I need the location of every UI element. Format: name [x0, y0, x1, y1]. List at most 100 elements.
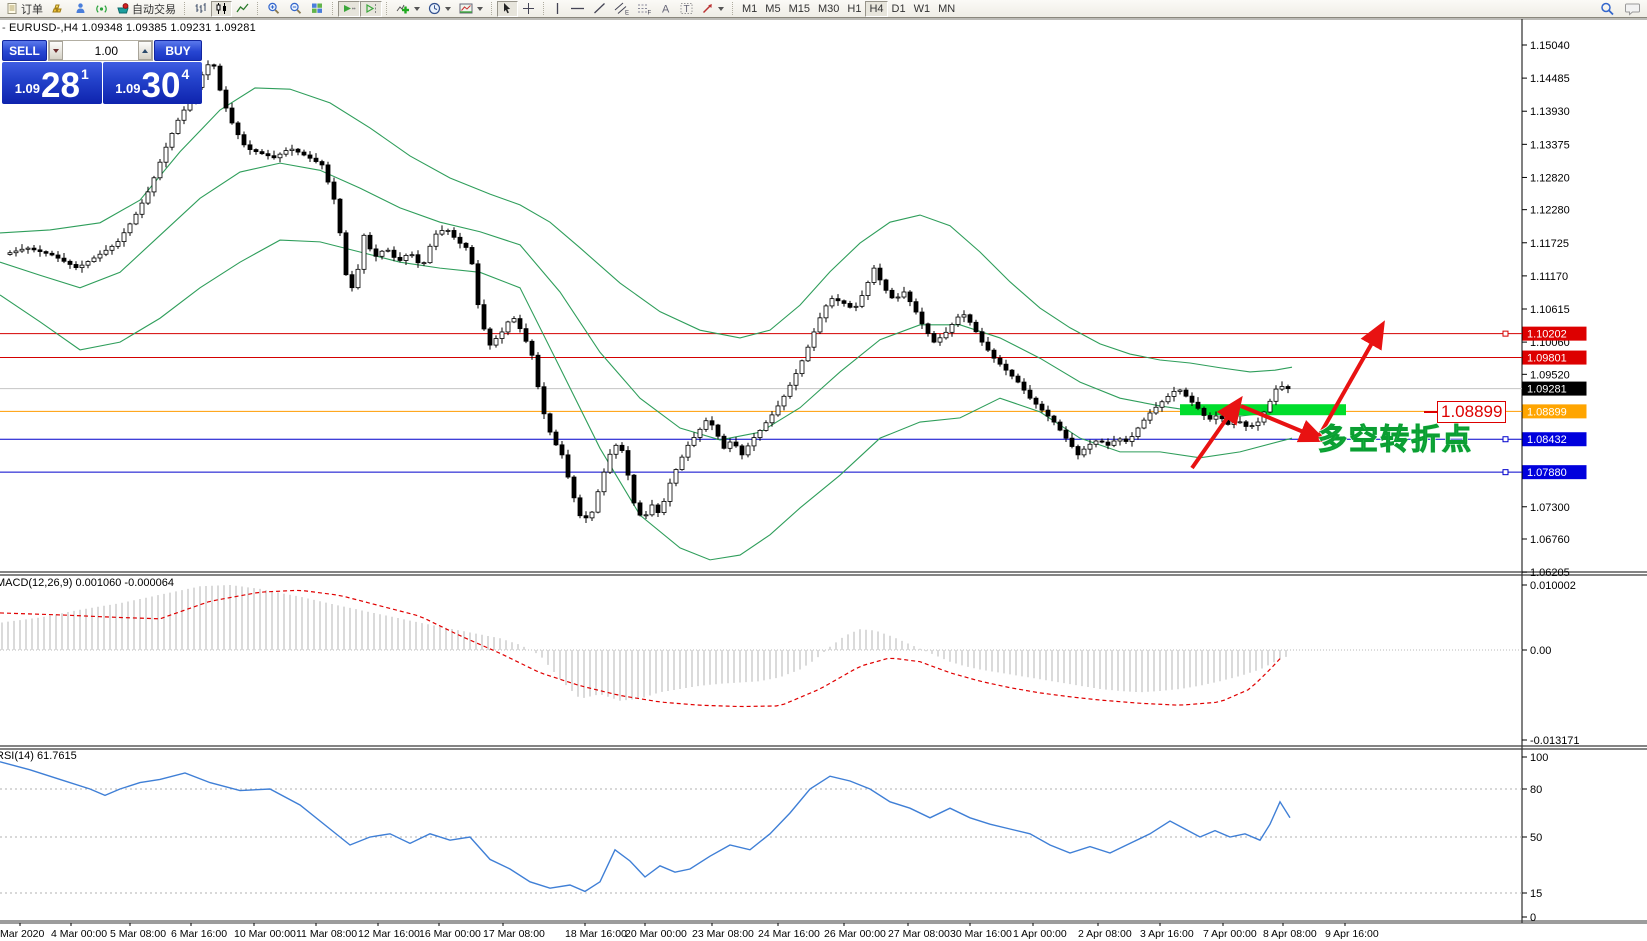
auto-scroll-button[interactable] — [338, 0, 360, 17]
svg-text:26 Mar 00:00: 26 Mar 00:00 — [824, 928, 886, 940]
axis-price-flag — [1522, 465, 1587, 480]
svg-text:23 Mar 08:00: 23 Mar 08:00 — [692, 928, 754, 940]
arrow-objects-icon — [702, 4, 712, 14]
line-handle — [1502, 330, 1509, 337]
timeframe-h4-button[interactable]: H4 — [865, 0, 888, 17]
community-button[interactable] — [70, 1, 91, 17]
periods-button[interactable] — [424, 1, 455, 17]
trendline-button[interactable] — [589, 1, 610, 17]
vertical-line-button[interactable] — [549, 1, 566, 17]
axis-price-flag — [1522, 326, 1587, 341]
toolbar-separator — [184, 2, 186, 15]
turning-point-annotation[interactable]: 多空转折点 — [1317, 424, 1474, 457]
svg-text:0.00: 0.00 — [1530, 645, 1551, 657]
deposit-button[interactable] — [47, 1, 70, 17]
svg-text:16 Mar 00:00: 16 Mar 00:00 — [419, 928, 481, 940]
arrow-up-icon — [142, 48, 148, 53]
timeframe-h1-button[interactable]: H1 — [843, 1, 865, 17]
toolbar-separator — [257, 2, 259, 15]
volume-input[interactable]: 1.00 — [63, 41, 138, 60]
horizontal-level-lines[interactable] — [0, 330, 1522, 476]
chat-icon[interactable] — [1625, 2, 1641, 19]
svg-text:T: T — [684, 4, 690, 15]
trend-arrow-annotation[interactable] — [1190, 320, 1385, 470]
svg-text:50: 50 — [1530, 832, 1542, 844]
chart-shift-button[interactable] — [360, 0, 382, 17]
svg-text:12 Mar 16:00: 12 Mar 16:00 — [358, 928, 420, 940]
bar-chart-button[interactable] — [190, 1, 211, 17]
timeframe-w1-button[interactable]: W1 — [910, 1, 935, 17]
text-button[interactable]: A — [656, 1, 676, 17]
volume-increase-button[interactable] — [138, 41, 152, 60]
buy-price-display[interactable]: 1.09 30 4 — [102, 62, 202, 104]
cursor-button[interactable] — [497, 0, 518, 17]
svg-text:A: A — [662, 4, 670, 16]
signals-button[interactable] — [91, 1, 112, 17]
svg-text:1.12820: 1.12820 — [1530, 172, 1570, 184]
zoom-in-button[interactable] — [263, 1, 285, 17]
new-order-button[interactable]: 订单 — [2, 1, 47, 17]
svg-text:27 Mar 08:00: 27 Mar 08:00 — [888, 928, 950, 940]
timeframe-m5-button[interactable]: M5 — [761, 1, 784, 17]
svg-text:1.13375: 1.13375 — [1530, 139, 1570, 151]
macd-indicator-label: MACD(12,26,9) 0.001060 -0.000064 — [0, 577, 174, 589]
timeframe-d1-button[interactable]: D1 — [888, 1, 910, 17]
fibonacci-icon: F — [638, 4, 652, 15]
timeframe-m30-button[interactable]: M30 — [814, 1, 843, 17]
svg-text:3 Apr 16:00: 3 Apr 16:00 — [1140, 928, 1194, 940]
autotrading-button[interactable]: 自动交易 — [112, 1, 180, 17]
vertical-line-icon — [556, 3, 559, 14]
svg-text:1 Apr 00:00: 1 Apr 00:00 — [1013, 928, 1067, 940]
templates-button[interactable] — [455, 1, 487, 17]
svg-text:1.07880: 1.07880 — [1527, 467, 1567, 479]
arrows-button[interactable] — [697, 1, 728, 17]
dropdown-arrow-icon — [477, 6, 483, 11]
sell-button[interactable]: SELL — [2, 40, 47, 61]
svg-text:1.08432: 1.08432 — [1527, 434, 1567, 446]
svg-text:0.010002: 0.010002 — [1530, 580, 1576, 592]
svg-text:100: 100 — [1530, 752, 1548, 764]
text-a-icon: A — [662, 4, 670, 16]
price-callout-connector — [1424, 411, 1437, 413]
line-chart-button[interactable] — [232, 1, 253, 17]
axis-price-flag — [1522, 404, 1587, 419]
buy-button[interactable]: BUY — [154, 40, 202, 61]
volume-stepper: 1.00 — [48, 40, 153, 61]
svg-text:11 Mar 08:00: 11 Mar 08:00 — [296, 928, 357, 940]
svg-text:30 Mar 16:00: 30 Mar 16:00 — [950, 928, 1012, 940]
tile-windows-button[interactable] — [307, 1, 328, 17]
volume-decrease-button[interactable] — [49, 41, 63, 60]
svg-text:Mar 2020: Mar 2020 — [0, 928, 45, 940]
svg-text:80: 80 — [1530, 784, 1542, 796]
axis-price-flag — [1522, 381, 1587, 396]
indicators-button[interactable] — [392, 1, 424, 17]
timeframe-mn-button[interactable]: MN — [934, 1, 959, 17]
highlight-zone[interactable] — [1180, 404, 1346, 416]
search-icon[interactable] — [1600, 2, 1615, 19]
text-label-button[interactable]: T — [676, 1, 697, 17]
sell-price-display[interactable]: 1.09 28 1 — [2, 62, 102, 104]
zoom-out-button[interactable] — [285, 1, 307, 17]
crosshair-button[interactable] — [518, 1, 539, 17]
svg-text:6 Mar 16:00: 6 Mar 16:00 — [171, 928, 227, 940]
horizontal-line-button[interactable] — [566, 1, 589, 17]
svg-text:0: 0 — [1530, 912, 1536, 924]
svg-text:20 Mar 00:00: 20 Mar 00:00 — [625, 928, 687, 940]
svg-text:1.09801: 1.09801 — [1527, 353, 1567, 365]
line-handle — [1502, 436, 1509, 443]
candlestick-chart-button[interactable] — [211, 0, 232, 17]
dropdown-arrow-icon — [445, 6, 451, 11]
gold-bars-icon — [52, 4, 62, 13]
price-callout-label[interactable]: 1.08899 — [1437, 401, 1507, 423]
fibonacci-button[interactable]: F — [633, 1, 656, 17]
horizontal-line-icon — [571, 7, 584, 10]
crosshair-icon — [523, 3, 534, 14]
svg-text:10 Mar 00:00: 10 Mar 00:00 — [234, 928, 296, 940]
person-icon — [76, 3, 85, 13]
buy-price-prefix: 1.09 — [115, 81, 141, 96]
timeframe-m15-button[interactable]: M15 — [785, 1, 814, 17]
timeframe-m1-button[interactable]: M1 — [738, 1, 761, 17]
equidistant-channel-button[interactable]: E — [610, 1, 633, 17]
